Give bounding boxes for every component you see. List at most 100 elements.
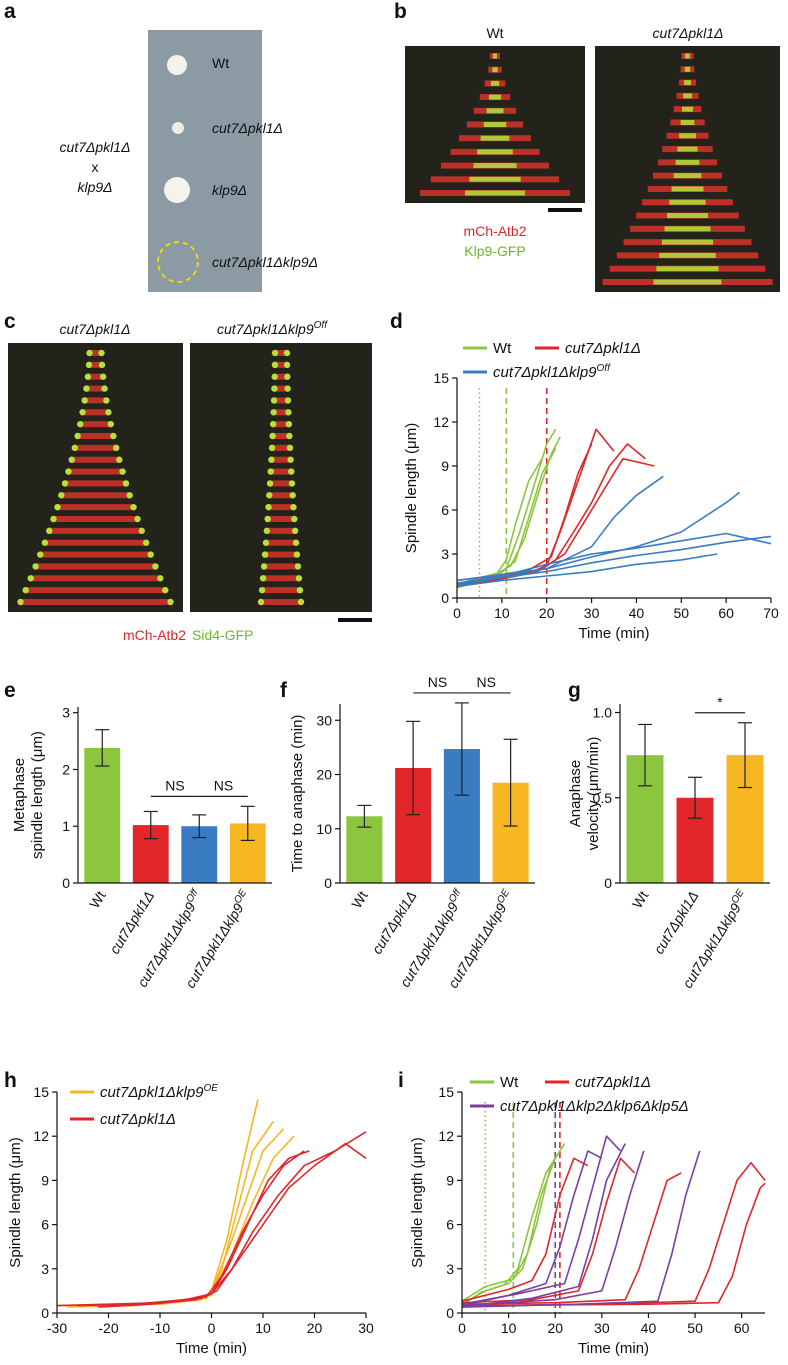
panel-label: b [394, 0, 407, 23]
kymo-dot [84, 373, 92, 380]
kymo-dot [98, 349, 105, 357]
kymo-dot [103, 397, 110, 404]
category-label: cut7Δpkl1Δ [650, 888, 701, 957]
kymograph [595, 46, 780, 292]
kymo-stripe [40, 551, 151, 558]
y-tick-label: 3 [441, 546, 449, 562]
cross-label: x [92, 159, 99, 175]
kymo-stripe [273, 409, 289, 416]
trace [98, 1131, 367, 1308]
kymo-dot [98, 361, 106, 369]
y-axis-label: Anaphase [567, 760, 584, 828]
cross-label: klp9Δ [77, 179, 112, 195]
kymo-dot [284, 397, 292, 404]
y-tick-label: 0 [441, 590, 449, 606]
y-tick-label: 3 [62, 705, 70, 721]
kymo-dot [86, 349, 93, 357]
kymo-dot [134, 515, 141, 523]
kymo-core [656, 266, 719, 272]
y-tick-label: 15 [438, 1084, 454, 1100]
kymo-stripe [267, 516, 295, 522]
x-tick-label: 30 [584, 605, 600, 621]
kymo-dot [291, 515, 298, 523]
category-label-text: cut7Δpkl1Δ [106, 888, 157, 957]
error-bar [95, 729, 110, 767]
trace [461, 1157, 589, 1302]
kymo-stripe [275, 350, 287, 356]
trace [456, 553, 718, 588]
kymo-dot [288, 480, 296, 487]
y-axis-label: Metaphase [11, 758, 28, 832]
kymo-dot [294, 563, 302, 570]
legend-label: cut7Δpkl1Δ [100, 1111, 176, 1128]
colony [164, 177, 190, 203]
kymo-dot [81, 397, 88, 404]
kymo-core [465, 190, 525, 196]
x-tick-label: 70 [763, 605, 779, 621]
y-axis-label: Time to anaphase (min) [289, 715, 306, 873]
kymo-core [492, 67, 498, 73]
channel-label: Sid4-GFP [192, 627, 253, 643]
x-tick-label: 20 [539, 605, 555, 621]
colony [172, 122, 184, 134]
y-tick-label: 12 [433, 414, 449, 430]
y-tick-label: 0 [446, 1305, 454, 1321]
image-title: cut7Δpkl1Δ [60, 321, 131, 337]
image-title: Wt [486, 25, 503, 41]
error-bar [638, 723, 652, 787]
legend-label-sup: Off [597, 363, 612, 374]
x-tick-label: 30 [358, 1320, 374, 1336]
x-tick-label: 40 [629, 605, 645, 621]
trace [461, 1182, 766, 1307]
kymo-stripe [53, 516, 138, 522]
category-label: Wt [629, 888, 652, 911]
kymo-core [681, 106, 694, 112]
kymo-dot [259, 575, 267, 582]
kymo-dot [71, 444, 78, 452]
trace [456, 443, 593, 582]
kymo-dot [285, 420, 293, 428]
y-tick-label: 15 [433, 370, 449, 386]
kymo-stripe [77, 433, 114, 439]
kymo-dot [77, 420, 84, 428]
kymo-dot [292, 539, 300, 546]
category-label: Wt [86, 888, 109, 911]
kymo-dot [271, 385, 278, 392]
y-tick-label: 10 [316, 821, 332, 837]
panel-label: h [4, 1069, 17, 1092]
cross-label: cut7Δpkl1Δ [60, 139, 131, 155]
x-tick-label: 10 [501, 1320, 517, 1336]
kymo-dot [68, 456, 75, 463]
kymo-stripe [264, 563, 298, 570]
kymo-core [664, 226, 711, 232]
kymo-core [477, 149, 513, 155]
x-tick-label: 30 [594, 1320, 610, 1336]
kymo-dot [271, 361, 279, 369]
kymo-dot [293, 551, 301, 558]
y-tick-label: 0 [324, 875, 332, 891]
bracket-label: NS [477, 674, 496, 690]
kymo-dot [142, 539, 150, 546]
y-tick-label: 0 [41, 1305, 49, 1321]
kymo-stripe [89, 350, 102, 356]
kymo-core [473, 163, 517, 169]
kymo-dot [17, 598, 24, 606]
bar [84, 747, 121, 883]
x-axis-label: Time (min) [578, 625, 649, 642]
channel-label: Klp9-GFP [464, 243, 525, 259]
kymo-stripe [30, 575, 161, 582]
x-tick-label: 40 [641, 1320, 657, 1336]
kymo-dot [107, 420, 114, 428]
kymo-core [677, 146, 698, 152]
spot-label: cut7Δpkl1Δklp9Δ [212, 254, 318, 270]
kymo-core [673, 173, 702, 179]
kymo-stripe [86, 385, 105, 392]
kymo-dot [269, 420, 277, 428]
kymo-dot [22, 586, 29, 594]
kymo-dot [296, 586, 304, 594]
error-bar [406, 720, 421, 816]
kymo-dot [130, 503, 137, 511]
x-tick-label: 60 [734, 1320, 750, 1336]
kymo-dot [291, 527, 299, 535]
x-axis-label: Time (min) [578, 1340, 649, 1357]
